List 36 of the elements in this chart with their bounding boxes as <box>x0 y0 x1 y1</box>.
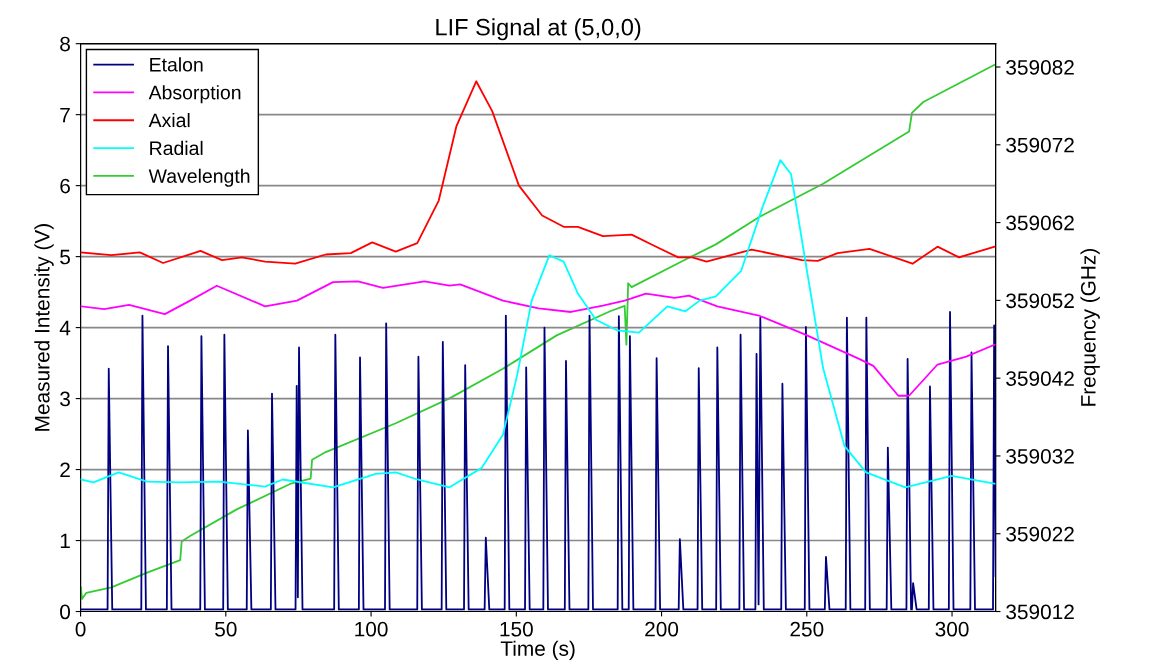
y-tick-label: 4 <box>59 320 71 336</box>
y-tick-label: 5 <box>60 249 70 265</box>
y-tick-label: 8 <box>60 36 70 52</box>
y2-tick-label: 359042 <box>1006 371 1074 386</box>
y-axis-title: Measured Intensity (V) <box>34 224 54 431</box>
y2-tick-label: 359082 <box>1006 60 1074 75</box>
y-tick-label: 0 <box>60 604 71 620</box>
line-series <box>80 80 996 265</box>
y2-tick-label: 359022 <box>1006 526 1074 542</box>
x-tick-label: 50 <box>215 621 237 637</box>
x-tick-label: 0 <box>75 621 86 637</box>
y-tick-label: 3 <box>60 391 70 407</box>
legend-label: Radial <box>150 140 203 156</box>
legend-label: Wavelength <box>148 168 250 187</box>
y2-tick-label: 359062 <box>1006 215 1074 231</box>
y2-axis-title: Frequency (GHz) <box>1080 249 1100 406</box>
x-tick-label: 150 <box>500 621 533 637</box>
x-tick-label: 100 <box>355 621 388 637</box>
legend-label: Absorption <box>148 85 241 104</box>
y-tick-label: 7 <box>60 107 70 123</box>
y2-tick-label: 359032 <box>1006 448 1074 464</box>
y2-tick-label: 359052 <box>1006 293 1074 309</box>
line-series <box>80 280 996 397</box>
y-tick-label: 2 <box>60 462 70 478</box>
y2-tick-label: 359012 <box>1006 604 1074 620</box>
legend-label: Etalon <box>150 57 203 72</box>
y-tick-label: 6 <box>60 178 70 194</box>
line-series <box>80 159 996 489</box>
x-tick-label: 300 <box>935 621 969 637</box>
x-tick-label: 200 <box>645 621 679 637</box>
x-tick-label: 250 <box>790 621 824 637</box>
chart-title: LIF Signal at (5,0,0) <box>436 18 641 41</box>
y2-tick-label: 359072 <box>1006 137 1074 153</box>
legend-label: Axial <box>148 112 190 128</box>
y-tick-label: 1 <box>60 533 70 549</box>
x-axis-title: Time (s) <box>500 640 575 661</box>
